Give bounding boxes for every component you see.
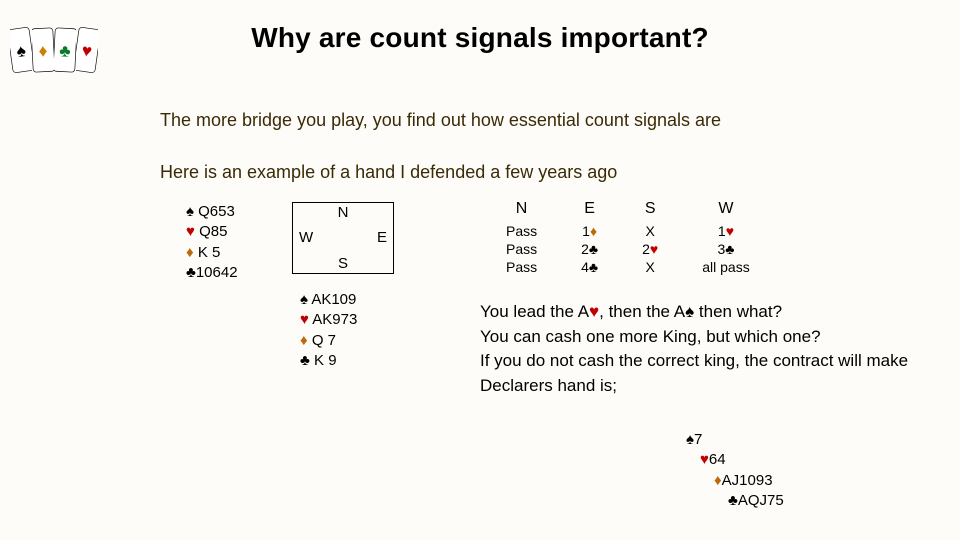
- heart-icon: ♥: [186, 223, 195, 240]
- q-line1b: , then the A: [599, 302, 685, 321]
- spade-icon: ♠: [685, 302, 694, 321]
- bid-cell: 4♣: [559, 258, 620, 276]
- bid-header-e: E: [559, 200, 620, 222]
- declarer-hearts: 64: [709, 451, 726, 468]
- club-icon: ♣: [300, 352, 310, 369]
- intro-line-2: Here is an example of a hand I defended …: [160, 162, 930, 183]
- q-line2: You can cash one more King, but which on…: [480, 327, 821, 346]
- bid-cell: 1♥: [680, 222, 771, 240]
- diamond-icon: ♦: [186, 244, 194, 261]
- bid-cell: 2♥: [620, 240, 680, 258]
- bidding-row: Pass 4♣ X all pass: [484, 258, 772, 276]
- declarer-hand: ♠7 ♥64 ♦AJ1093 ♣AQJ75: [686, 430, 784, 511]
- heart-icon: ♥: [650, 241, 658, 257]
- slide-title: Why are count signals important?: [0, 22, 960, 54]
- south-hand: ♠ AK109 ♥ AK973 ♦ Q 7 ♣ K 9: [300, 290, 357, 371]
- bidding-row: Pass 2♣ 2♥ 3♣: [484, 240, 772, 258]
- south-clubs: K 9: [314, 352, 337, 369]
- bidding-table: N E S W Pass 1♦ X 1♥ Pass 2♣ 2♥ 3♣ Pass …: [484, 200, 772, 276]
- bid-cell: Pass: [484, 222, 559, 240]
- west-clubs: 10642: [196, 264, 238, 281]
- west-spades: Q653: [198, 203, 235, 220]
- club-icon: ♣: [186, 264, 196, 281]
- club-icon: ♣: [589, 259, 598, 275]
- bidding-row: Pass 1♦ X 1♥: [484, 222, 772, 240]
- question-text: You lead the A♥, then the A♠ then what? …: [480, 300, 930, 399]
- heart-icon: ♥: [726, 223, 734, 239]
- intro-line-1: The more bridge you play, you find out h…: [160, 110, 930, 131]
- heart-icon: ♥: [300, 311, 309, 328]
- spade-icon: ♠: [300, 291, 308, 308]
- bid-cell: Pass: [484, 240, 559, 258]
- slide: ♠ ♦ ♣ ♥ Why are count signals important?…: [0, 0, 960, 540]
- spade-icon: ♠: [686, 431, 694, 448]
- compass-n: N: [293, 204, 393, 221]
- declarer-spades: 7: [694, 431, 702, 448]
- club-icon: ♣: [725, 241, 734, 257]
- bid-header-w: W: [680, 200, 771, 222]
- heart-icon: ♥: [589, 302, 599, 321]
- declarer-diamonds: AJ1093: [722, 472, 773, 489]
- diamond-icon: ♦: [714, 472, 722, 489]
- q-line1c: then what?: [694, 302, 782, 321]
- west-diamonds: K 5: [198, 244, 221, 261]
- south-diamonds: Q 7: [312, 332, 336, 349]
- bid-cell: Pass: [484, 258, 559, 276]
- compass-s: S: [293, 255, 393, 272]
- q-line3: If you do not cash the correct king, the…: [480, 351, 908, 370]
- south-hearts: AK973: [312, 311, 357, 328]
- diamond-icon: ♦: [300, 332, 308, 349]
- west-hand: ♠ Q653 ♥ Q85 ♦ K 5 ♣10642: [186, 202, 238, 283]
- q-line4: Declarers hand is;: [480, 376, 617, 395]
- compass-box: N W E S: [292, 202, 394, 274]
- diamond-icon: ♦: [590, 223, 597, 239]
- bid-header-n: N: [484, 200, 559, 222]
- club-icon: ♣: [589, 241, 598, 257]
- q-line1a: You lead the A: [480, 302, 589, 321]
- heart-icon: ♥: [700, 451, 709, 468]
- west-hearts: Q85: [199, 223, 227, 240]
- bid-cell: 1♦: [559, 222, 620, 240]
- bid-cell: X: [620, 258, 680, 276]
- declarer-clubs: AQJ75: [738, 492, 784, 509]
- bid-cell: all pass: [680, 258, 771, 276]
- spade-icon: ♠: [186, 203, 194, 220]
- bid-cell: 2♣: [559, 240, 620, 258]
- compass-w: W: [299, 229, 313, 246]
- bid-header-s: S: [620, 200, 680, 222]
- bid-cell: X: [620, 222, 680, 240]
- bid-cell: 3♣: [680, 240, 771, 258]
- compass-e: E: [377, 229, 387, 246]
- club-icon: ♣: [728, 492, 738, 509]
- bidding-header-row: N E S W: [484, 200, 772, 222]
- south-spades: AK109: [311, 291, 356, 308]
